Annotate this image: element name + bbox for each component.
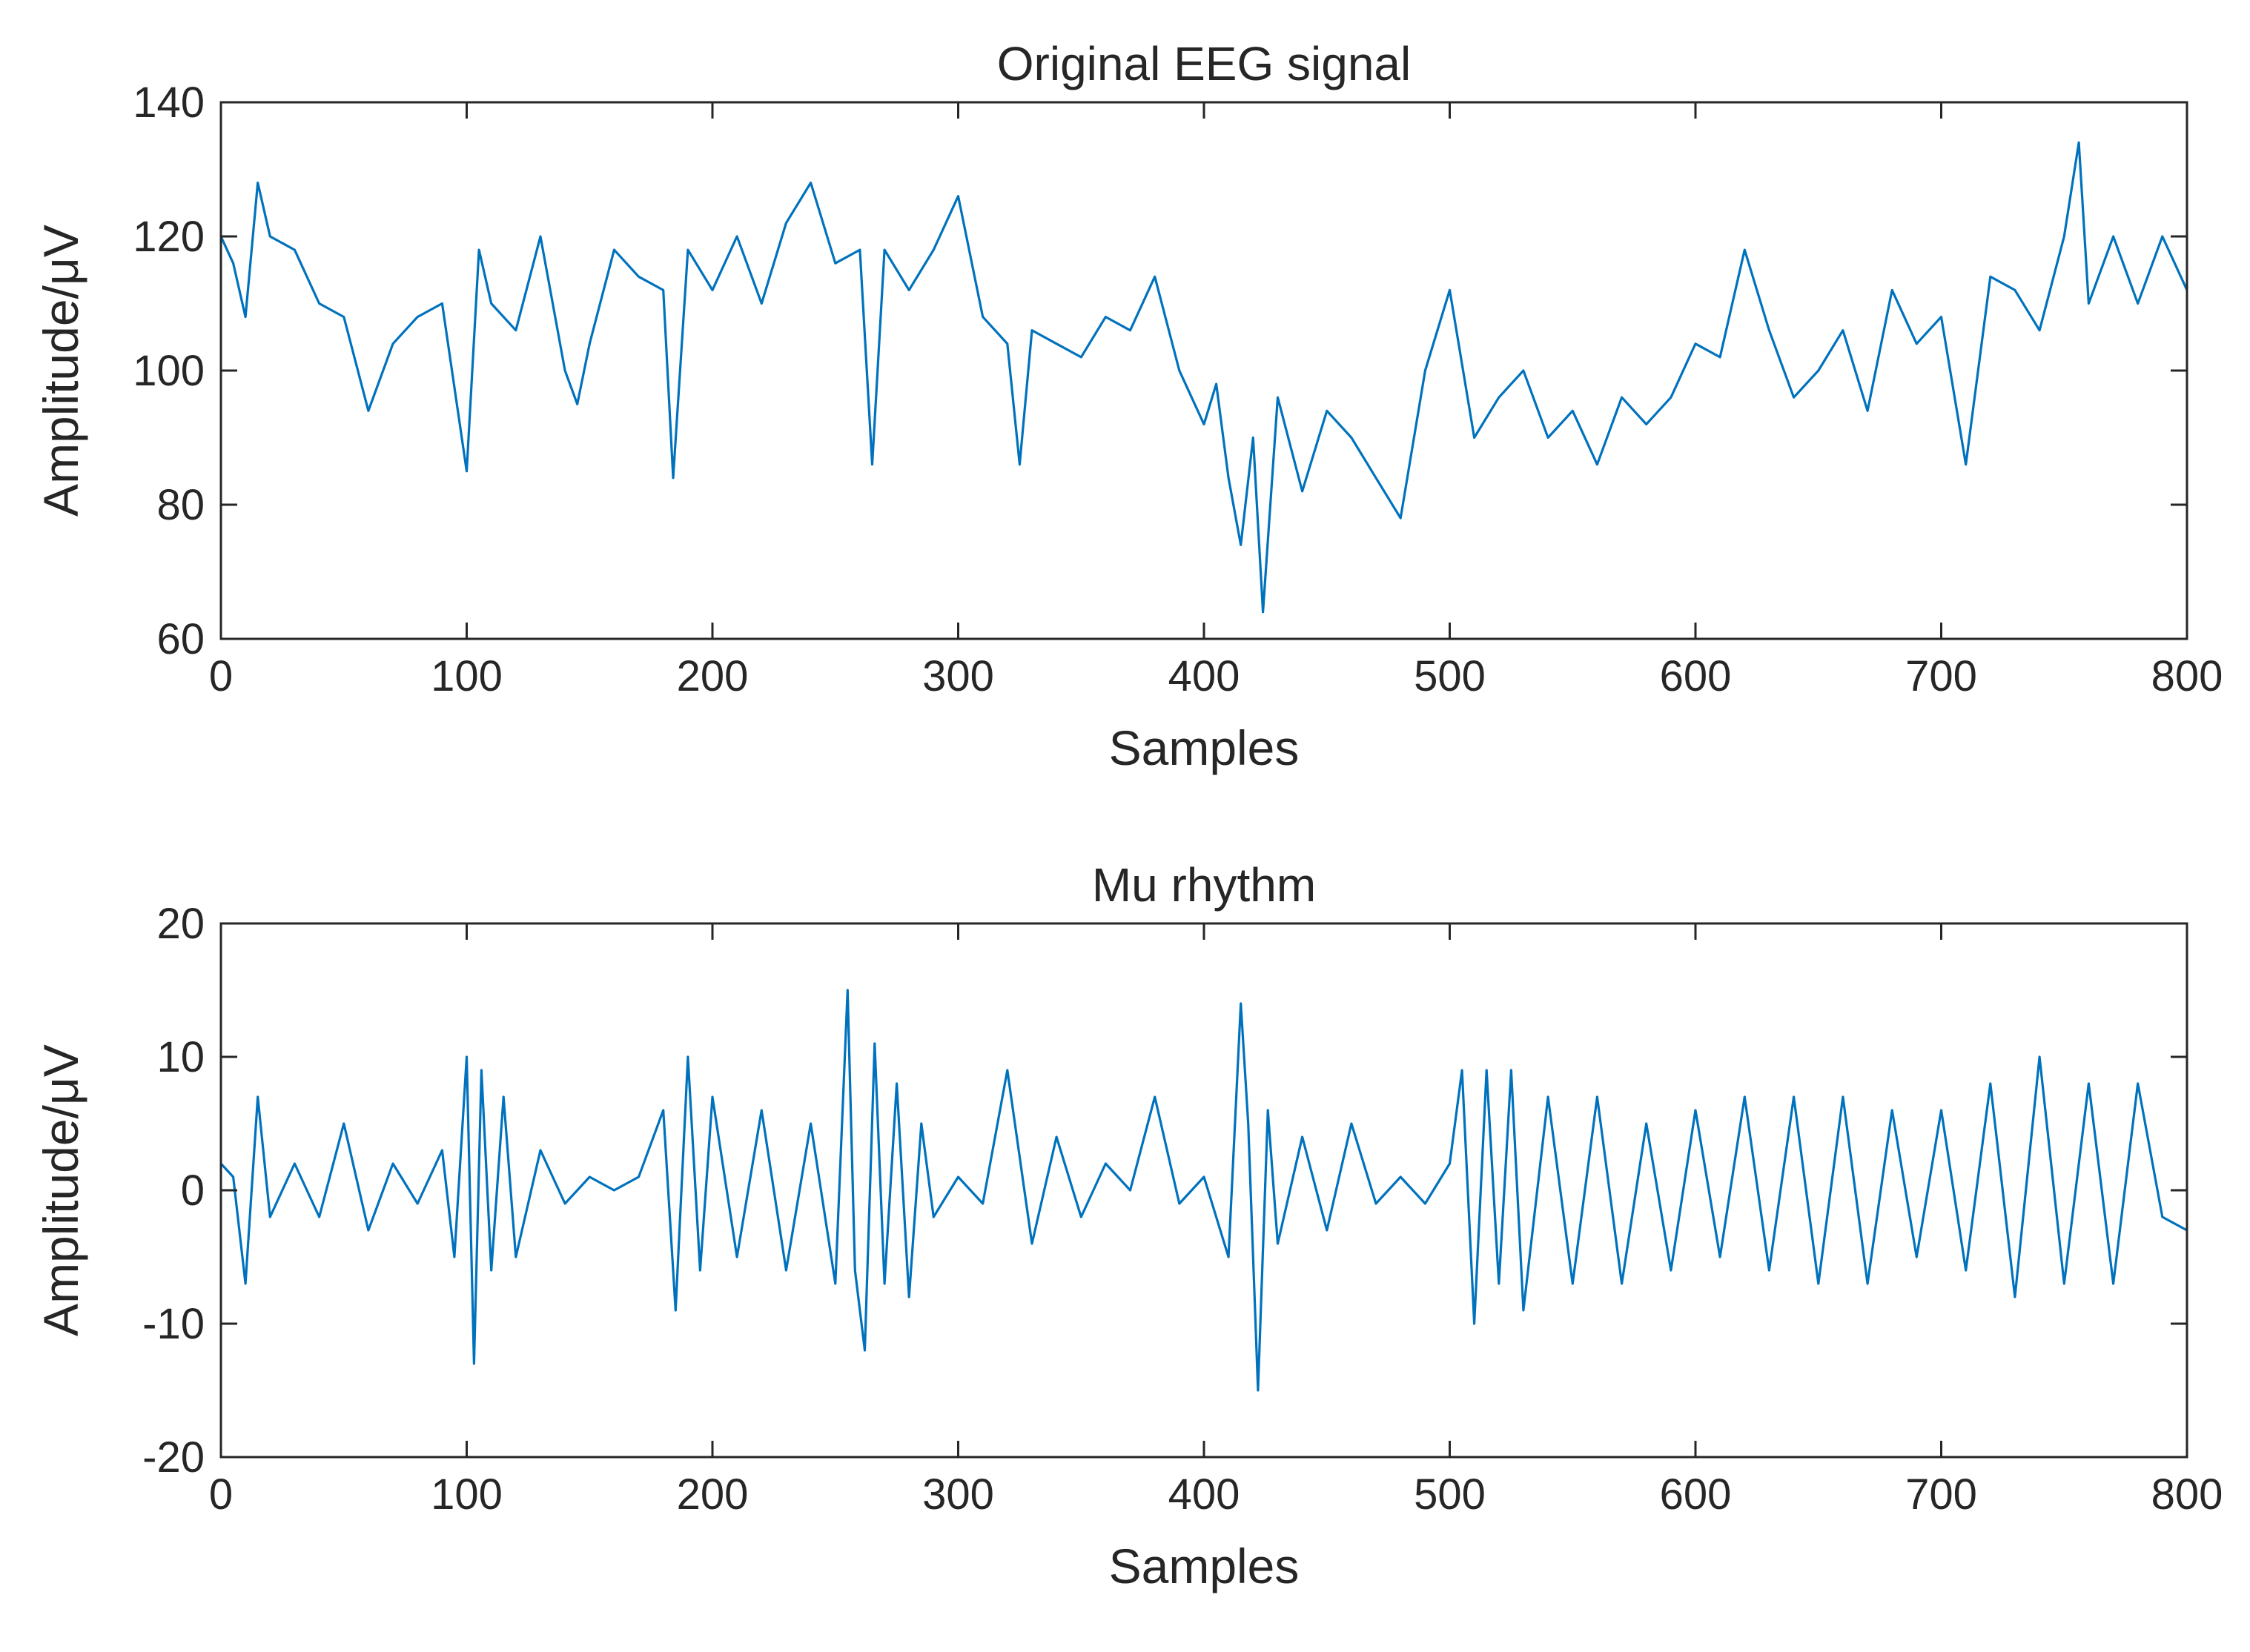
y-axis-label: Amplitude/μV <box>33 1044 88 1336</box>
x-tick-label: 400 <box>1168 652 1240 700</box>
x-tick-label: 300 <box>922 1470 994 1519</box>
y-axis-label: Amplitude/μV <box>33 225 88 517</box>
x-tick-label: 100 <box>431 1470 503 1519</box>
x-tick-label: 100 <box>431 652 503 700</box>
x-tick-label: 0 <box>209 652 233 700</box>
x-tick-label: 800 <box>2151 652 2223 700</box>
x-tick-label: 800 <box>2151 1470 2223 1519</box>
y-tick-label: 140 <box>133 79 205 127</box>
x-tick-label: 600 <box>1660 1470 1732 1519</box>
y-tick-label: 20 <box>156 900 205 948</box>
x-axis-label: Samples <box>1109 1539 1300 1593</box>
x-tick-label: 200 <box>677 652 749 700</box>
x-tick-label: 700 <box>1905 652 1977 700</box>
series-line-1 <box>219 989 2188 1392</box>
y-tick-label: -20 <box>142 1433 205 1482</box>
plot-area <box>221 923 2187 1457</box>
series-line-1 <box>219 141 2188 614</box>
y-tick-label: 100 <box>133 347 205 395</box>
x-tick-label: 300 <box>922 652 994 700</box>
y-tick-label: 60 <box>156 615 205 663</box>
x-tick-label: 700 <box>1905 1470 1977 1519</box>
y-tick-label: 120 <box>133 213 205 261</box>
y-tick-label: 10 <box>156 1033 205 1081</box>
y-tick-label: 0 <box>181 1167 205 1215</box>
x-tick-label: 200 <box>677 1470 749 1519</box>
x-tick-label: 400 <box>1168 1470 1240 1519</box>
x-tick-label: 500 <box>1414 1470 1486 1519</box>
y-tick-label: 80 <box>156 481 205 529</box>
y-tick-label: -10 <box>142 1300 205 1348</box>
chart-panel-2: 0 100 200 300 400 500 600 700 800 -20 -10 0 10 20 Mu r… <box>33 858 2223 1593</box>
chart-panel-1: 0 100 200 300 400 500 600 700 800 60 80 100 120 140 Or… <box>33 37 2223 775</box>
chart-title: Mu rhythm <box>1092 858 1316 912</box>
plot-area <box>221 102 2187 639</box>
x-axis-label: Samples <box>1109 720 1300 775</box>
x-tick-label: 500 <box>1414 652 1486 700</box>
x-tick-label: 0 <box>209 1470 233 1519</box>
x-tick-label: 600 <box>1660 652 1732 700</box>
chart-title: Original EEG signal <box>997 37 1411 90</box>
